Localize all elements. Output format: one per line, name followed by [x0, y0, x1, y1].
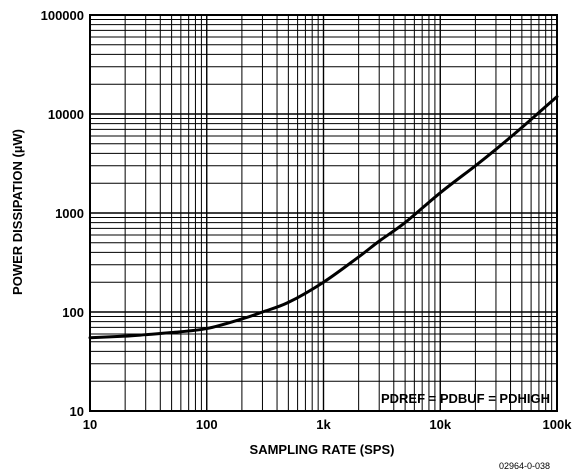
- y-tick-labels: 10 100 1000 10000 100000: [41, 8, 84, 419]
- series-line-1: [88, 95, 559, 340]
- y-tick-label: 100000: [41, 8, 84, 23]
- annotation-label: PDREF = PDBUF = PDHIGH: [381, 391, 550, 406]
- y-tick-label: 10: [70, 404, 84, 419]
- x-tick-label: 10: [83, 417, 97, 432]
- plot-border: [89, 14, 558, 412]
- y-tick-label: 100: [62, 305, 84, 320]
- y-tick-label: 1000: [55, 206, 84, 221]
- x-tick-label: 100: [196, 417, 218, 432]
- y-axis-label: POWER DISSIPATION (µW): [10, 129, 25, 295]
- series-group: [88, 95, 559, 340]
- plot-frame: [89, 14, 558, 412]
- x-tick-label: 1k: [316, 417, 331, 432]
- grid: [90, 15, 557, 411]
- x-tick-labels: 10 100 1k 10k 100k: [83, 417, 572, 432]
- x-tick-label: 100k: [543, 417, 573, 432]
- x-axis-label: SAMPLING RATE (SPS): [250, 442, 395, 457]
- figure-id: 02964-0-038: [499, 461, 550, 471]
- x-tick-label: 10k: [429, 417, 451, 432]
- y-tick-label: 10000: [48, 107, 84, 122]
